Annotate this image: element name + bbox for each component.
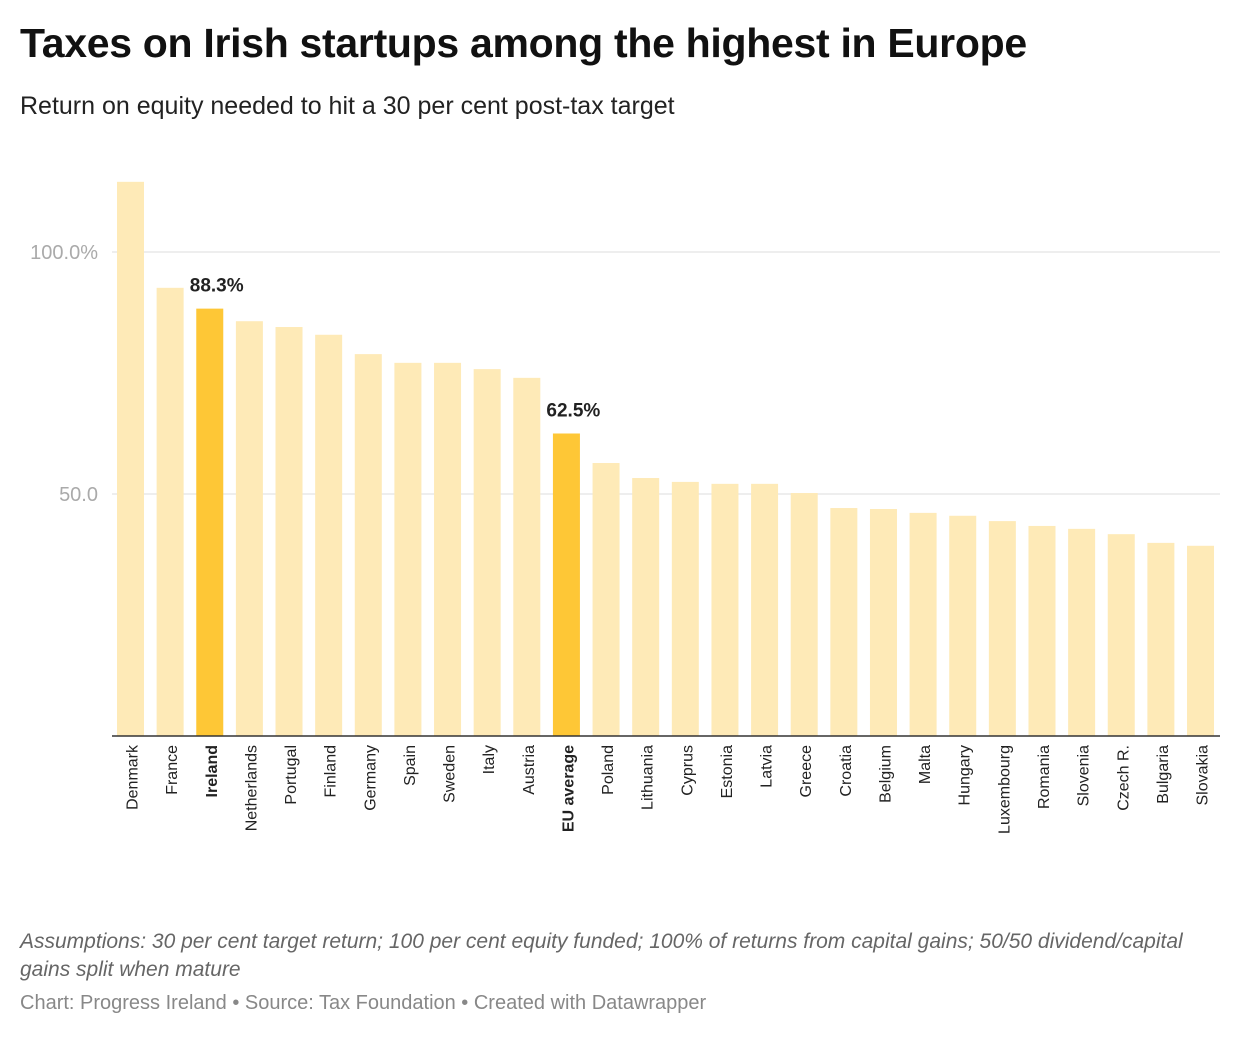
- bar-spain: [394, 362, 422, 736]
- bar-latvia: [751, 483, 779, 736]
- x-tick-label: Hungary: [957, 745, 974, 805]
- x-tick-label: Romania: [1036, 745, 1053, 809]
- x-tick-label: Italy: [481, 745, 498, 774]
- bar-sweden: [434, 362, 462, 736]
- x-tick-label: Malta: [917, 745, 934, 784]
- bar-luxembourg: [988, 521, 1016, 736]
- x-tick-label: Poland: [600, 745, 617, 795]
- x-tick-label: Germany: [362, 745, 379, 811]
- bar-malta: [909, 512, 937, 736]
- x-tick-label: France: [164, 745, 181, 795]
- bar-croatia: [830, 508, 858, 736]
- bar-belgium: [869, 509, 897, 736]
- chart-subtitle: Return on equity needed to hit a 30 per …: [20, 92, 675, 120]
- bar-hungary: [949, 515, 977, 736]
- x-tick-label: Luxembourg: [996, 745, 1013, 834]
- x-tick-label: Greece: [798, 745, 815, 798]
- data-label: 62.5%: [546, 401, 600, 422]
- x-tick-label: Ireland: [204, 745, 221, 797]
- x-tick-label: Netherlands: [243, 745, 260, 831]
- bar-estonia: [711, 483, 739, 736]
- chart-notes: Assumptions: 30 per cent target return; …: [20, 930, 1183, 981]
- bar-romania: [1028, 525, 1056, 736]
- x-tick-label: Croatia: [838, 745, 855, 797]
- bar-poland: [592, 463, 620, 736]
- bar-finland: [315, 334, 343, 736]
- bar-greece: [790, 493, 818, 736]
- x-tick-label: Estonia: [719, 745, 736, 798]
- x-tick-label: Denmark: [125, 744, 142, 810]
- bar-austria: [513, 377, 541, 736]
- bar-czech-r-: [1107, 534, 1135, 736]
- chart-footer: Chart: Progress Ireland • Source: Tax Fo…: [20, 992, 707, 1014]
- bar-netherlands: [235, 321, 263, 736]
- bar-chart: 50.0 100.0% Denmark France Ireland Netherland…: [30, 181, 1220, 834]
- x-tick-label: Latvia: [759, 745, 776, 788]
- bar-france: [156, 287, 184, 736]
- bar-lithuania: [632, 478, 660, 736]
- x-tick-label: Finland: [323, 745, 340, 797]
- chart-title: Taxes on Irish startups among the highes…: [20, 20, 1027, 66]
- bar-ireland: [196, 308, 224, 736]
- x-tick-label: Cyprus: [679, 745, 696, 796]
- bar-bulgaria: [1147, 542, 1175, 736]
- y-tick-label: 50.0: [59, 484, 98, 506]
- bar-germany: [354, 354, 382, 736]
- bar-portugal: [275, 327, 303, 736]
- x-tick-label: Slovakia: [1195, 745, 1212, 806]
- bar-slovakia: [1187, 545, 1215, 736]
- x-tick-label: Czech R.: [1115, 745, 1132, 811]
- x-tick-label: Spain: [402, 745, 419, 786]
- bar-slovenia: [1068, 528, 1096, 736]
- x-tick-label: Lithuania: [640, 745, 657, 810]
- x-tick-label: Bulgaria: [1155, 745, 1172, 804]
- x-tick-label: Slovenia: [1076, 745, 1093, 806]
- bar-cyprus: [671, 481, 699, 736]
- bar-eu-average: [552, 433, 580, 736]
- bar-italy: [473, 369, 501, 736]
- data-label: 88.3%: [190, 276, 244, 297]
- bar-denmark: [117, 181, 144, 736]
- x-tick-label: Belgium: [877, 745, 894, 803]
- x-tick-label: Sweden: [442, 745, 459, 803]
- x-tick-label: Austria: [521, 745, 538, 795]
- x-tick-label: Portugal: [283, 745, 300, 805]
- y-tick-label: 100.0%: [30, 242, 98, 264]
- x-tick-label: EU average: [560, 745, 577, 832]
